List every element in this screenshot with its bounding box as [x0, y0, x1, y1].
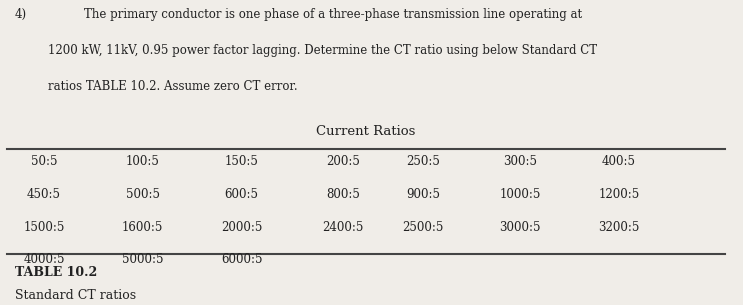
Text: Current Ratios: Current Ratios	[317, 125, 416, 138]
Text: 150:5: 150:5	[224, 155, 259, 168]
Text: 2000:5: 2000:5	[221, 221, 262, 234]
Text: 900:5: 900:5	[406, 188, 441, 201]
Text: 200:5: 200:5	[325, 155, 360, 168]
Text: 5000:5: 5000:5	[122, 253, 163, 266]
Text: 450:5: 450:5	[27, 188, 61, 201]
Text: 800:5: 800:5	[325, 188, 360, 201]
Text: 3000:5: 3000:5	[499, 221, 541, 234]
Text: 100:5: 100:5	[126, 155, 160, 168]
Text: 1200 kW, 11kV, 0.95 power factor lagging. Determine the CT ratio using below Sta: 1200 kW, 11kV, 0.95 power factor lagging…	[48, 44, 597, 57]
Text: 1600:5: 1600:5	[122, 221, 163, 234]
Text: ratios TABLE 10.2. Assume zero CT error.: ratios TABLE 10.2. Assume zero CT error.	[48, 80, 297, 93]
Text: 2500:5: 2500:5	[403, 221, 444, 234]
Text: Standard CT ratios: Standard CT ratios	[15, 289, 136, 303]
Text: 500:5: 500:5	[126, 188, 160, 201]
Text: The primary conductor is one phase of a three-phase transmission line operating : The primary conductor is one phase of a …	[84, 8, 583, 20]
Text: 250:5: 250:5	[406, 155, 440, 168]
Text: 2400:5: 2400:5	[322, 221, 363, 234]
Text: 300:5: 300:5	[503, 155, 537, 168]
Text: 400:5: 400:5	[602, 155, 636, 168]
Text: 4000:5: 4000:5	[23, 253, 65, 266]
Text: 1000:5: 1000:5	[499, 188, 541, 201]
Text: 50:5: 50:5	[30, 155, 57, 168]
Text: 1200:5: 1200:5	[598, 188, 640, 201]
Text: 6000:5: 6000:5	[221, 253, 262, 266]
Text: 1500:5: 1500:5	[23, 221, 65, 234]
Text: TABLE 10.2: TABLE 10.2	[15, 266, 97, 279]
Text: 600:5: 600:5	[224, 188, 259, 201]
Text: 4): 4)	[15, 8, 27, 20]
Text: 3200:5: 3200:5	[598, 221, 640, 234]
